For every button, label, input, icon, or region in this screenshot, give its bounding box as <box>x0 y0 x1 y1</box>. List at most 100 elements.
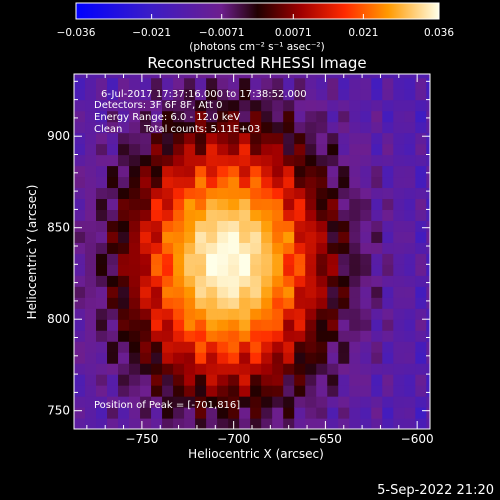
heatmap-cell <box>228 297 240 309</box>
heatmap-cell <box>195 220 207 232</box>
heatmap-cell <box>162 198 174 211</box>
heatmap-cell <box>415 154 427 167</box>
heatmap-cell <box>305 209 317 221</box>
heatmap-cell <box>305 231 317 243</box>
heatmap-cell <box>283 264 295 276</box>
heatmap-cell <box>173 77 185 90</box>
heatmap-cell <box>349 275 361 287</box>
heatmap-cell <box>426 407 430 419</box>
heatmap-cell <box>184 132 196 145</box>
heatmap-cell <box>338 407 350 419</box>
heatmap-cell <box>426 187 430 200</box>
heatmap-cell <box>184 176 196 189</box>
heatmap-cell <box>426 308 430 320</box>
chart-title: Reconstructed RHESSI Image <box>147 54 366 72</box>
heatmap-cell <box>261 121 273 134</box>
heatmap-cell <box>250 231 262 243</box>
heatmap-cell <box>96 198 108 211</box>
heatmap-cell <box>129 99 141 112</box>
heatmap-cell <box>382 374 394 386</box>
heatmap-cell <box>360 396 372 408</box>
heatmap-cell <box>327 231 339 243</box>
heatmap-cell <box>360 242 372 254</box>
heatmap-cell <box>107 154 119 167</box>
heatmap-cell <box>316 319 328 331</box>
heatmap-cell <box>162 385 174 397</box>
heatmap-cell <box>206 132 218 145</box>
heatmap-cell <box>173 154 185 167</box>
heatmap-cell <box>338 121 350 134</box>
heatmap-cell <box>129 374 141 386</box>
heatmap-cell <box>74 264 86 276</box>
heatmap-cell <box>228 231 240 243</box>
heatmap-cell <box>294 121 306 134</box>
heatmap-cell <box>272 231 284 243</box>
heatmap-cell <box>327 418 339 429</box>
heatmap-cell <box>228 187 240 200</box>
heatmap-cell <box>228 374 240 386</box>
heatmap-cell <box>162 374 174 386</box>
heatmap-cell <box>129 297 141 309</box>
heatmap-cell <box>129 165 141 178</box>
footer-date: 5-Sep-2022 21:20 <box>377 483 494 498</box>
heatmap-cell <box>250 99 262 112</box>
heatmap-cell <box>371 165 383 178</box>
heatmap-cell <box>217 88 229 101</box>
heatmap-cell <box>371 154 383 167</box>
heatmap-cell <box>96 77 108 90</box>
heatmap-cell <box>305 374 317 386</box>
heatmap-cell <box>371 121 383 134</box>
heatmap-cell <box>195 209 207 221</box>
heatmap-cell <box>140 308 152 320</box>
heatmap-cell <box>184 407 196 419</box>
heatmap-cell <box>173 352 185 364</box>
heatmap-cell <box>118 297 130 309</box>
heatmap-cell <box>283 77 295 90</box>
heatmap-cell <box>129 308 141 320</box>
heatmap-cell <box>250 341 262 353</box>
heatmap-cell <box>85 220 97 232</box>
heatmap-cell <box>393 154 405 167</box>
heatmap-cell <box>151 187 163 200</box>
heatmap-cell <box>206 253 218 265</box>
heatmap-cell <box>74 385 86 397</box>
heatmap-cell <box>415 121 427 134</box>
heatmap-cell <box>415 253 427 265</box>
heatmap-cell <box>195 385 207 397</box>
heatmap-cell <box>184 308 196 320</box>
heatmap-cell <box>140 132 152 145</box>
heatmap-cell <box>415 77 427 90</box>
heatmap-cell <box>294 396 306 408</box>
heatmap-cell <box>327 286 339 298</box>
heatmap-cell <box>327 341 339 353</box>
heatmap-cell <box>162 330 174 342</box>
heatmap-cell <box>294 319 306 331</box>
heatmap-cell <box>294 418 306 429</box>
heatmap-cell <box>327 308 339 320</box>
heatmap-cell <box>151 143 163 156</box>
heatmap-cell <box>415 187 427 200</box>
heatmap-cell <box>151 341 163 353</box>
heatmap-cell <box>184 418 196 429</box>
heatmap-cell <box>195 352 207 364</box>
heatmap-cell <box>118 187 130 200</box>
heatmap-cell <box>206 77 218 90</box>
heatmap-cell <box>272 110 284 123</box>
heatmap-cell <box>393 209 405 221</box>
heatmap-cell <box>283 121 295 134</box>
heatmap-cell <box>195 121 207 134</box>
heatmap-cell <box>294 132 306 145</box>
heatmap-cell <box>173 253 185 265</box>
heatmap-cell <box>305 253 317 265</box>
heatmap-cell <box>283 319 295 331</box>
heatmap-cell <box>404 242 416 254</box>
heatmap-cell <box>371 187 383 200</box>
heatmap-cell <box>118 286 130 298</box>
heatmap-cell <box>74 198 86 211</box>
heatmap-cell <box>107 77 119 90</box>
heatmap-cell <box>360 363 372 375</box>
heatmap-cell <box>305 220 317 232</box>
heatmap-cell <box>294 88 306 101</box>
heatmap-cell <box>360 143 372 156</box>
